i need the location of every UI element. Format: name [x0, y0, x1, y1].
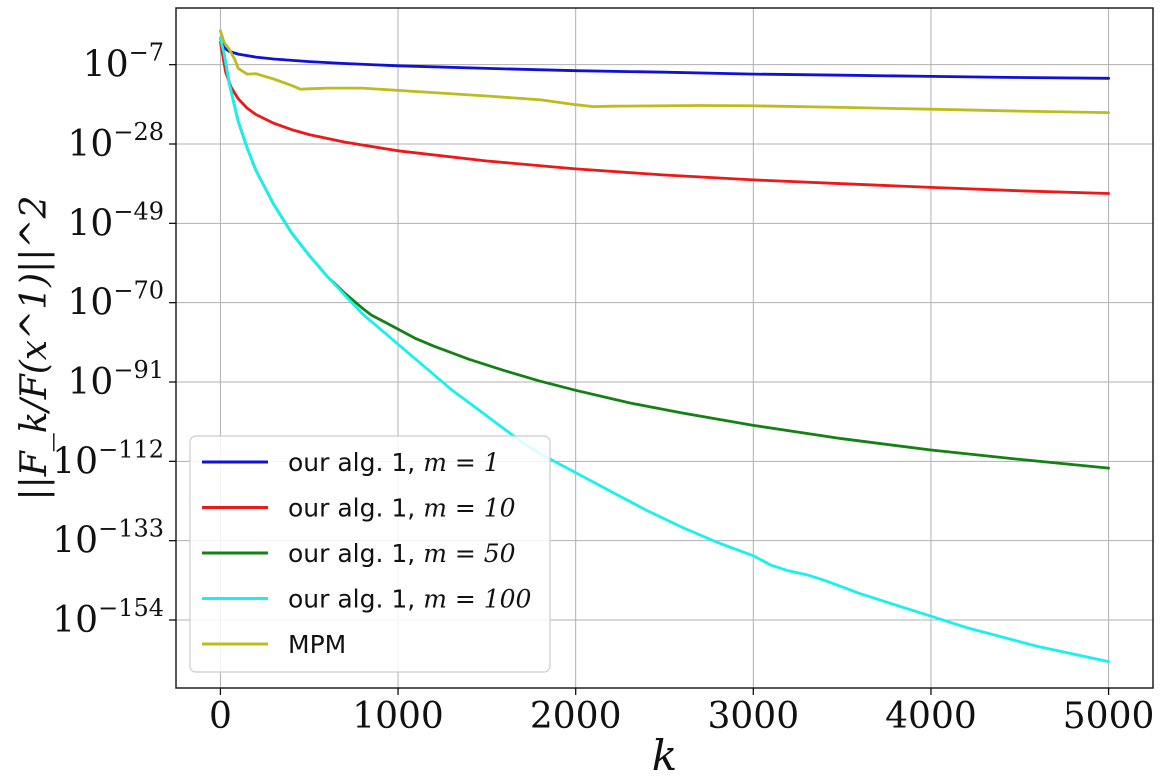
- y-tick-label: 10−49: [68, 197, 164, 244]
- legend: our alg. 1, m = 1 our alg. 1, m = 10 our a…: [189, 435, 551, 673]
- y-tick-label: 10−70: [68, 277, 164, 324]
- legend-entry-label: our alg. 1, m = 50: [288, 539, 516, 568]
- y-axis-label: ||F_k/F(x^1)||^2: [14, 196, 55, 501]
- x-tick-label: 2000: [530, 696, 622, 737]
- legend-entry-label: our alg. 1, m = 10: [288, 494, 516, 523]
- x-axis-ticks: 0 1000 2000 3000 4000 5000: [209, 688, 1154, 737]
- series-line-4: [218, 29, 1110, 114]
- legend-entry-label: MPM: [288, 630, 346, 659]
- legend-box: [189, 435, 551, 673]
- y-tick-label: 10−28: [68, 118, 164, 165]
- series-line-0: [218, 36, 1110, 80]
- x-tick-label: 1000: [352, 696, 444, 737]
- plot-frame: [175, 7, 1154, 689]
- x-axis-label: k: [652, 731, 677, 776]
- series-line-1: [218, 40, 1110, 195]
- x-tick-label: 5000: [1063, 696, 1155, 737]
- x-tick-label: 0: [209, 696, 232, 737]
- y-tick-label: 10−133: [52, 515, 164, 562]
- y-axis-label-text: ||F_k/F(x^1)||^2: [14, 196, 55, 501]
- series-line-2: [218, 36, 1110, 470]
- x-tick-label: 3000: [708, 696, 800, 737]
- y-tick-label: 10−154: [52, 594, 164, 641]
- y-tick-label: 10−7: [83, 39, 164, 86]
- y-axis-ticks: 10−7 10−28 10−49 10−70 10−91 10−112 10−133 10−1…: [52, 39, 176, 641]
- y-tick-label: 10−112: [52, 435, 164, 482]
- x-tick-label: 4000: [885, 696, 977, 737]
- y-tick-label: 10−91: [68, 356, 164, 403]
- legend-entry-label: our alg. 1, m = 100: [288, 585, 532, 614]
- legend-entry-label: our alg. 1, m = 1: [288, 448, 500, 477]
